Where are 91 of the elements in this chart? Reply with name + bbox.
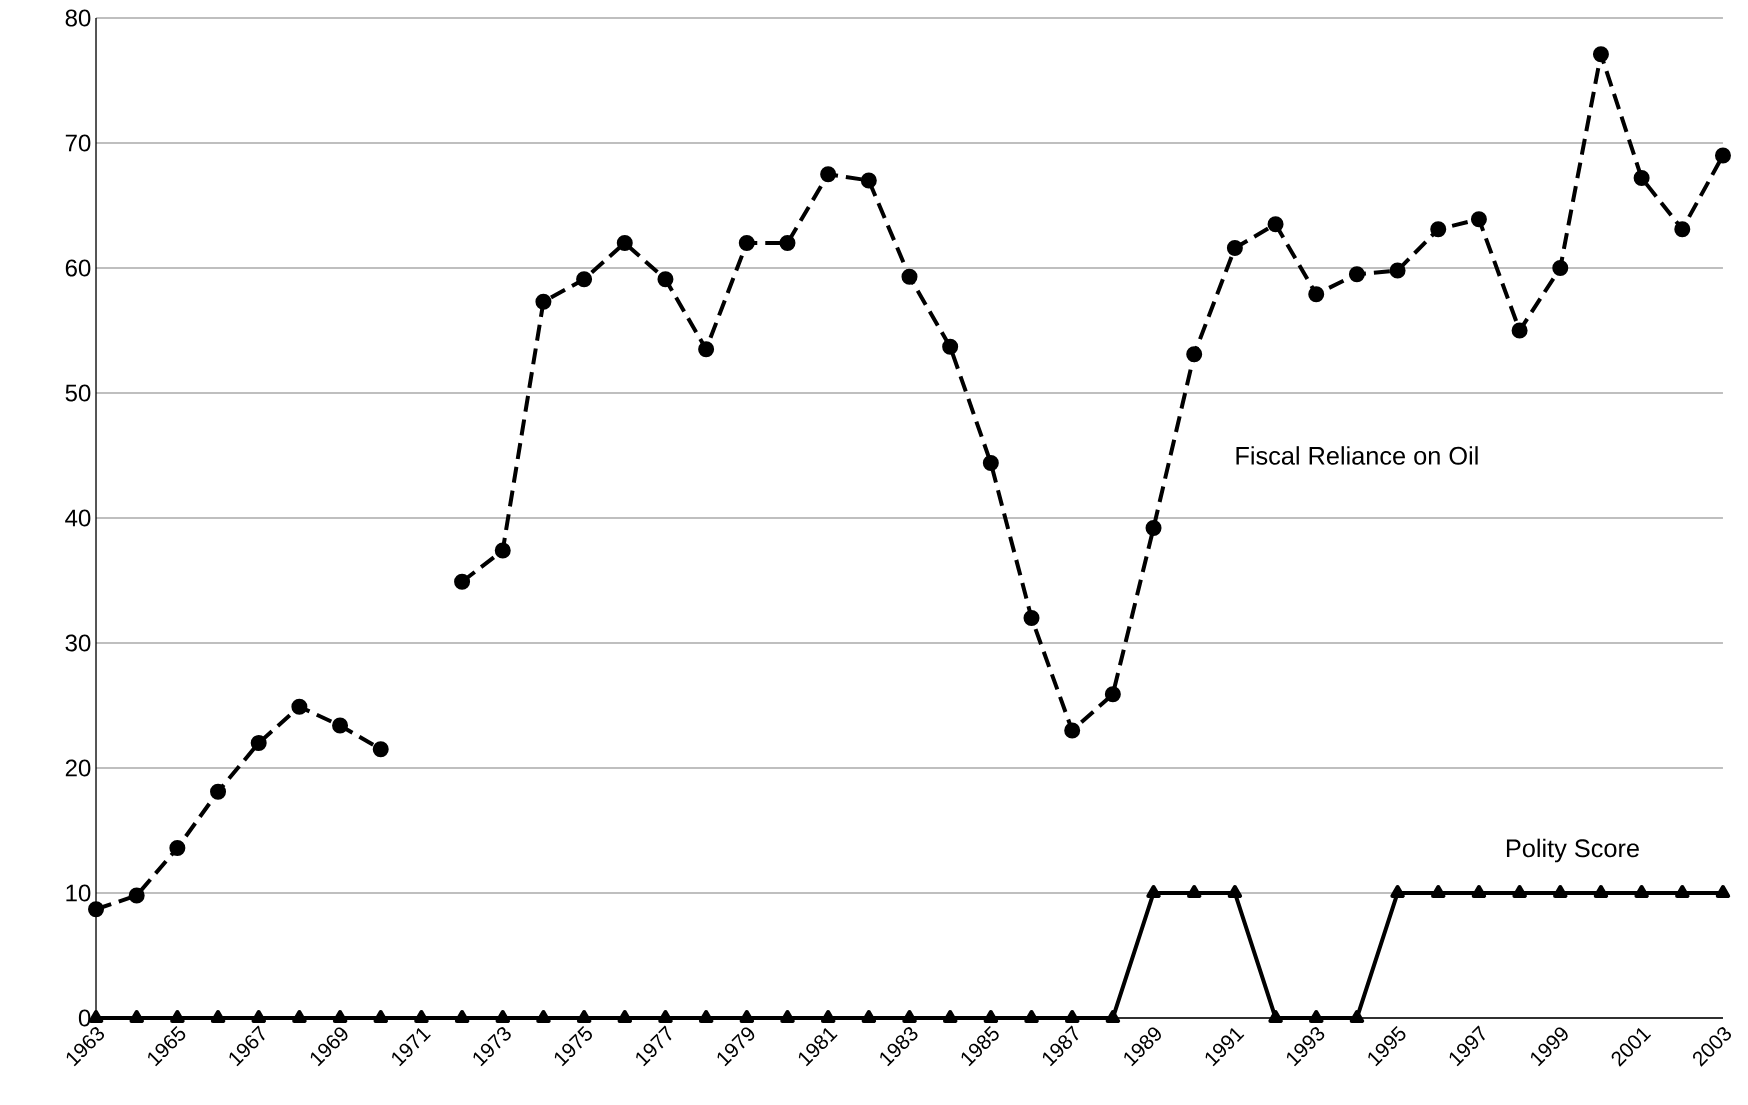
y-tick-label: 40 (65, 509, 91, 527)
point (454, 573, 471, 590)
point (1470, 211, 1487, 228)
point (1064, 722, 1081, 739)
point (170, 1009, 185, 1023)
point (779, 234, 796, 251)
point (1633, 169, 1650, 186)
point (657, 271, 674, 288)
point (1634, 884, 1649, 898)
point (250, 734, 267, 751)
point (780, 1009, 795, 1023)
point (1308, 286, 1325, 303)
point (1675, 884, 1690, 898)
point (1145, 519, 1162, 536)
point (1431, 884, 1446, 898)
point (739, 1009, 754, 1023)
point (698, 1009, 714, 1023)
point (1552, 259, 1569, 276)
point (292, 1009, 307, 1023)
point (616, 234, 633, 251)
point (291, 698, 308, 715)
point (1430, 221, 1447, 238)
point (494, 542, 511, 559)
point (942, 338, 959, 355)
point (1471, 884, 1487, 898)
text: Fiscal Reliance on Oil (1236, 446, 1478, 465)
y-tick-label: 70 (65, 134, 91, 152)
point (251, 1009, 266, 1023)
point (902, 1009, 917, 1023)
point (1309, 1009, 1324, 1023)
point (576, 271, 593, 288)
point (1348, 266, 1365, 283)
y-tick-label: 50 (65, 384, 91, 402)
point (414, 1009, 429, 1023)
point (1592, 46, 1609, 63)
point (1104, 686, 1121, 703)
point (128, 887, 145, 904)
point (88, 901, 105, 918)
point (1187, 884, 1202, 898)
point (901, 268, 918, 285)
point (1715, 884, 1731, 898)
point (1389, 262, 1406, 279)
point (658, 1009, 673, 1023)
y-tick-label: 10 (66, 884, 91, 902)
point (1512, 884, 1527, 898)
point (1146, 884, 1161, 898)
point (1674, 221, 1691, 238)
point (1064, 1009, 1080, 1023)
point (1714, 147, 1731, 164)
point (1390, 884, 1405, 898)
point (617, 1009, 632, 1023)
point (332, 1009, 348, 1023)
point (982, 454, 999, 471)
point (454, 1009, 470, 1023)
point (861, 1009, 877, 1023)
point (576, 1009, 592, 1023)
point (1024, 1009, 1039, 1023)
point (738, 234, 755, 251)
point (495, 1009, 510, 1023)
point (210, 1009, 226, 1023)
point (169, 839, 186, 856)
y-tick-label: 60 (65, 259, 91, 277)
point (820, 1009, 836, 1023)
point (535, 293, 552, 310)
y-tick-label: 20 (65, 759, 91, 777)
point (860, 172, 877, 189)
point (1105, 1009, 1121, 1023)
point (942, 1009, 958, 1023)
point (129, 1009, 144, 1023)
point (983, 1009, 999, 1023)
point (1023, 609, 1040, 626)
y-tick-label: 80 (65, 9, 91, 27)
y-tick-label: 0 (78, 1009, 91, 1027)
y-tick-label: 30 (65, 634, 91, 652)
point (1511, 322, 1528, 339)
point (536, 1009, 551, 1023)
point (1227, 884, 1243, 898)
point (1593, 884, 1609, 898)
point (1267, 216, 1284, 233)
series-label: Polity Score (1506, 838, 1639, 863)
point (1186, 346, 1203, 363)
point (210, 783, 227, 800)
point (698, 341, 715, 358)
point (372, 741, 389, 758)
point (332, 717, 349, 734)
point (1349, 1009, 1365, 1023)
point (373, 1009, 388, 1023)
point (1226, 239, 1243, 256)
point (1268, 1009, 1283, 1023)
point (820, 166, 837, 183)
point (1553, 884, 1568, 898)
